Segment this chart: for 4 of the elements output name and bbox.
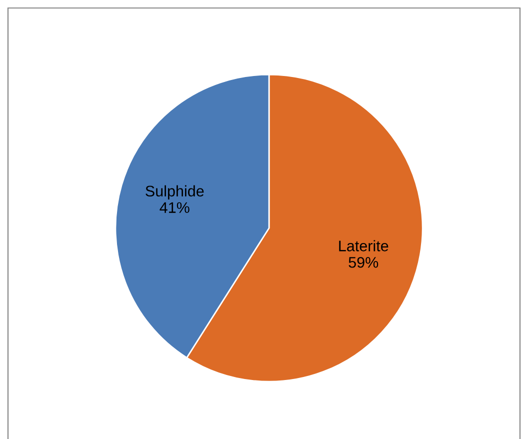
data-label: 59% <box>348 256 378 268</box>
slice-label: Laterite <box>339 240 388 252</box>
data-label: 41% <box>160 202 190 213</box>
slice-label: Sulphide <box>146 185 204 200</box>
